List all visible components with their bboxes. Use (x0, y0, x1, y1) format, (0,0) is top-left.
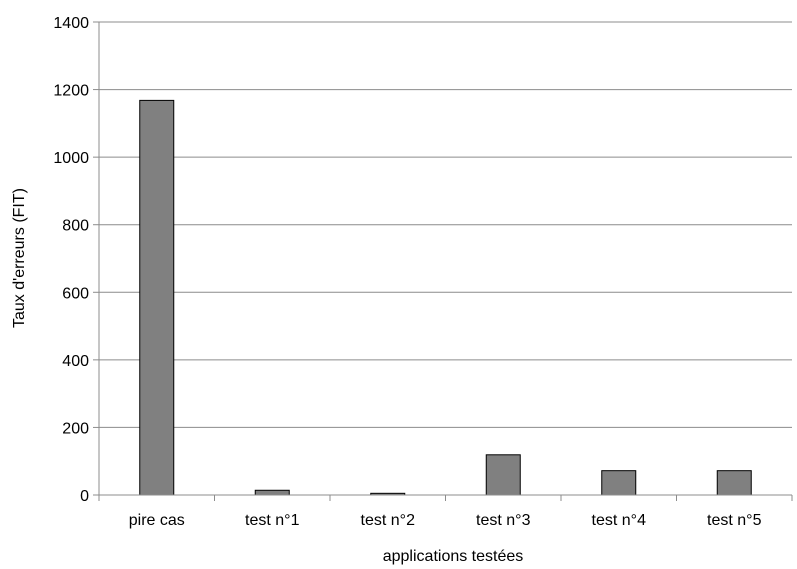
x-tick-label: test n°5 (707, 512, 762, 529)
x-tick-label: test n°3 (476, 512, 531, 529)
bar-5 (601, 470, 637, 496)
y-tick-label: 800 (62, 218, 89, 235)
y-tick-label: 1400 (53, 15, 89, 32)
gridlines (99, 21, 792, 428)
y-axis-title: Taux d'erreurs (FIT) (11, 188, 28, 328)
bar-1 (139, 99, 175, 496)
x-tick-label: test n°2 (361, 512, 416, 529)
bar-2 (254, 489, 290, 496)
x-tick-label: pire cas (129, 512, 185, 529)
bars (139, 99, 752, 496)
x-tick-label: test n°1 (245, 512, 300, 529)
bar-4 (485, 454, 521, 496)
y-tick-label: 0 (80, 488, 89, 505)
tick-labels: 0 200 400 600 800 1000 1200 1400 pire cas test n°… (53, 15, 761, 529)
axes (93, 21, 793, 501)
y-tick-label: 200 (62, 420, 89, 437)
x-tick-label: test n°4 (592, 512, 647, 529)
bar-6 (716, 470, 752, 496)
y-tick-label: 600 (62, 285, 89, 302)
y-tick-label: 1200 (53, 83, 89, 100)
y-tick-label: 1000 (53, 150, 89, 167)
y-tick-label: 400 (62, 353, 89, 370)
x-axis-title: applications testées (383, 548, 524, 565)
